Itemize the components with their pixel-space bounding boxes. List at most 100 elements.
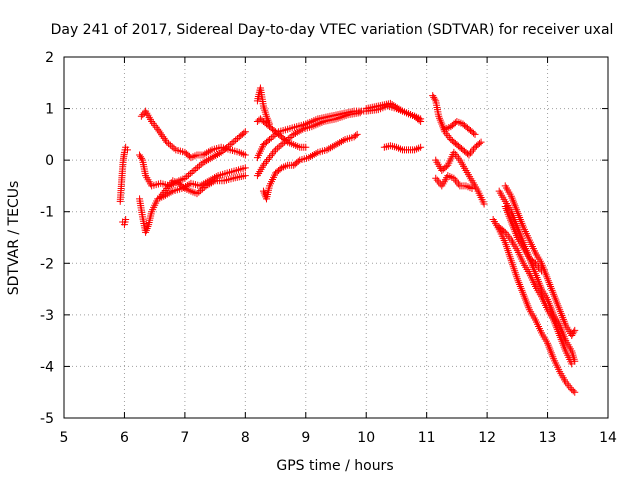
data-point	[470, 129, 478, 137]
data-point	[323, 146, 331, 154]
data-point	[273, 144, 281, 152]
data-point	[290, 130, 298, 138]
series-arc-21	[495, 223, 576, 368]
data-point	[471, 130, 479, 138]
x-tick-label: 11	[418, 430, 436, 446]
series-arc-4	[136, 128, 249, 190]
data-point	[165, 140, 173, 148]
data-point	[530, 258, 538, 266]
data-point	[197, 187, 205, 195]
series-arc-2	[119, 215, 130, 229]
data-point	[195, 162, 203, 170]
y-tick-label: -3	[40, 308, 54, 324]
data-point	[272, 146, 280, 154]
data-point	[353, 130, 361, 138]
data-point	[230, 138, 238, 146]
series-arc-12	[380, 142, 425, 154]
data-point	[432, 174, 440, 182]
data-point	[122, 215, 130, 223]
x-tick-label: 12	[478, 430, 496, 446]
data-point	[264, 137, 272, 145]
data-point	[224, 142, 232, 150]
data-point	[503, 230, 511, 238]
data-point	[138, 154, 146, 162]
data-point	[195, 188, 203, 196]
data-point	[397, 106, 405, 114]
data-point	[433, 176, 441, 184]
y-axis-label: SDTVAR / TECUs	[6, 181, 22, 296]
data-point	[275, 143, 283, 151]
series-arc-17	[432, 172, 476, 193]
data-point	[356, 109, 364, 117]
data-point	[568, 360, 576, 368]
data-point	[204, 181, 212, 189]
data-point	[221, 145, 229, 153]
data-point	[241, 172, 249, 180]
grid	[64, 57, 608, 418]
x-tick-label: 14	[599, 430, 617, 446]
data-point	[212, 173, 220, 181]
series-arc-7	[253, 84, 274, 128]
data-point	[269, 150, 277, 158]
data-point	[209, 178, 217, 186]
data-point	[264, 155, 272, 163]
data-point	[305, 154, 313, 162]
data-point	[332, 141, 340, 149]
data-point	[565, 382, 573, 390]
series-arc-11	[259, 130, 361, 203]
data-point	[302, 143, 310, 151]
data-point	[295, 127, 303, 135]
data-point	[312, 149, 320, 157]
series-arc-10	[253, 109, 364, 180]
data-point	[325, 145, 333, 153]
data-point	[267, 134, 275, 142]
data-point	[262, 157, 270, 165]
data-point	[228, 139, 236, 147]
data-point	[204, 148, 212, 156]
data-point	[286, 133, 294, 141]
data-point	[185, 171, 193, 179]
series-arc-20	[501, 182, 579, 339]
data-point	[207, 179, 215, 187]
data-series	[116, 84, 579, 396]
data-point	[454, 180, 462, 188]
data-point	[571, 326, 579, 334]
series-arc-6	[157, 172, 249, 200]
data-point	[417, 143, 425, 151]
data-point	[308, 152, 316, 160]
data-point	[201, 158, 209, 166]
series-arc-1	[116, 143, 131, 205]
data-point	[197, 160, 205, 168]
data-point	[241, 151, 249, 159]
data-point	[188, 168, 196, 176]
data-point	[215, 149, 223, 157]
y-tick-label: 0	[45, 153, 54, 169]
series-arc-14	[429, 92, 485, 159]
data-point	[480, 200, 488, 208]
series-arc-18	[489, 215, 579, 396]
y-tick-label: -1	[40, 205, 54, 221]
data-point	[269, 132, 277, 140]
data-point	[271, 131, 279, 139]
data-point	[240, 129, 248, 137]
data-point	[470, 145, 478, 153]
data-point	[226, 141, 234, 149]
data-point	[266, 154, 274, 162]
data-point	[202, 182, 210, 190]
data-point	[453, 178, 461, 186]
data-point	[165, 189, 173, 197]
data-point	[288, 132, 296, 140]
series-arc-3	[137, 107, 249, 162]
data-point	[212, 152, 220, 160]
x-tick-label: 8	[241, 430, 250, 446]
y-tick-label: -4	[40, 359, 54, 375]
chart-title: Day 241 of 2017, Sidereal Day-to-day VTE…	[51, 22, 614, 38]
data-point	[181, 174, 189, 182]
data-point	[201, 150, 209, 158]
data-point	[477, 138, 485, 146]
data-point	[193, 190, 201, 198]
data-point	[208, 154, 216, 162]
series-arc-16	[432, 148, 488, 208]
data-point	[219, 147, 227, 155]
